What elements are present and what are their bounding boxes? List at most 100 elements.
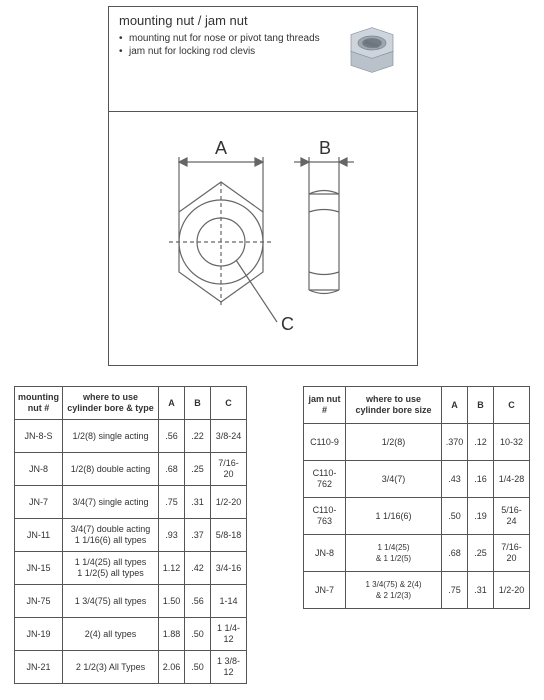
table-cell: JN-15 <box>15 552 63 585</box>
table-cell: .75 <box>442 572 468 609</box>
table-cell: .50 <box>442 498 468 535</box>
t1-h2: A <box>159 387 185 420</box>
table-cell: 1/2-20 <box>211 486 247 519</box>
table-cell: JN-19 <box>15 618 63 651</box>
table-cell: .31 <box>468 572 494 609</box>
table-cell: 2.06 <box>159 651 185 684</box>
table-cell: 1.88 <box>159 618 185 651</box>
table-cell: JN-11 <box>15 519 63 552</box>
table-cell: 1.12 <box>159 552 185 585</box>
table-row: JN-8-S1/2(8) single acting.56.223/8-24 <box>15 420 247 453</box>
table-row: C110-7623/4(7).43.161/4-28 <box>304 461 530 498</box>
table-cell: 1-14 <box>211 585 247 618</box>
table-cell: 1/2(8) double acting <box>63 453 159 486</box>
t1-h1: where to use cylinder bore & type <box>63 387 159 420</box>
table-cell: JN-7 <box>304 572 346 609</box>
table-cell: .43 <box>442 461 468 498</box>
table-cell: JN-21 <box>15 651 63 684</box>
diagram-box: A B C <box>108 112 418 366</box>
table-cell: .93 <box>159 519 185 552</box>
table-cell: 1.50 <box>159 585 185 618</box>
t1-h0: mounting nut # <box>15 387 63 420</box>
table-cell: 1 1/16(6) <box>346 498 442 535</box>
t2-h4: C <box>494 387 530 424</box>
table-cell: 1/4-28 <box>494 461 530 498</box>
table-cell: 3/4-16 <box>211 552 247 585</box>
table-cell: 1 1/4-12 <box>211 618 247 651</box>
table-cell: JN-8 <box>304 535 346 572</box>
t2-h3: B <box>468 387 494 424</box>
table-cell: C110-9 <box>304 424 346 461</box>
table-row: JN-212 1/2(3) All Types2.06.501 3/8-12 <box>15 651 247 684</box>
table-cell: JN-75 <box>15 585 63 618</box>
table-cell: .68 <box>159 453 185 486</box>
table-cell: 5/8-18 <box>211 519 247 552</box>
table-cell: 5/16-24 <box>494 498 530 535</box>
jam-nut-table: jam nut # where to use cylinder bore siz… <box>303 386 530 609</box>
table-cell: .50 <box>185 618 211 651</box>
table-cell: .31 <box>185 486 211 519</box>
bullet-1: mounting nut for nose or pivot tang thre… <box>129 32 320 45</box>
t2-h0: jam nut # <box>304 387 346 424</box>
table-cell: 1/2-20 <box>494 572 530 609</box>
nut-photo <box>337 15 407 85</box>
table-row: C110-7631 1/16(6).50.195/16-24 <box>304 498 530 535</box>
tables-container: mounting nut # where to use cylinder bor… <box>14 386 530 684</box>
table-cell: .68 <box>442 535 468 572</box>
table-cell: 3/4(7) double acting1 1/16(6) all types <box>63 519 159 552</box>
header-box: mounting nut / jam nut •mounting nut for… <box>108 6 418 112</box>
label-a: A <box>215 138 227 158</box>
table-cell: 1 1/4(25) all types1 1/2(5) all types <box>63 552 159 585</box>
t2-h1: where to use cylinder bore size <box>346 387 442 424</box>
table-cell: .22 <box>185 420 211 453</box>
table-cell: .25 <box>185 453 211 486</box>
table-row: JN-113/4(7) double acting1 1/16(6) all t… <box>15 519 247 552</box>
table-cell: 1 3/4(75) & 2(4)& 2 1/2(3) <box>346 572 442 609</box>
table-cell: 7/16-20 <box>494 535 530 572</box>
table-cell: .56 <box>159 420 185 453</box>
table-cell: 10-32 <box>494 424 530 461</box>
label-c: C <box>281 314 294 334</box>
mounting-nut-table: mounting nut # where to use cylinder bor… <box>14 386 247 684</box>
table-row: JN-71 3/4(75) & 2(4)& 2 1/2(3).75.311/2-… <box>304 572 530 609</box>
t1-h4: C <box>211 387 247 420</box>
table-cell: 7/16-20 <box>211 453 247 486</box>
table-row: JN-751 3/4(75) all types1.50.561-14 <box>15 585 247 618</box>
table-cell: .75 <box>159 486 185 519</box>
table-cell: .37 <box>185 519 211 552</box>
table-cell: C110-762 <box>304 461 346 498</box>
dimension-diagram: A B C <box>109 112 419 366</box>
table-cell: 3/8-24 <box>211 420 247 453</box>
table-row: JN-73/4(7) single acting.75.311/2-20 <box>15 486 247 519</box>
table-cell: .16 <box>468 461 494 498</box>
table-cell: .370 <box>442 424 468 461</box>
label-b: B <box>319 138 331 158</box>
table-cell: .25 <box>468 535 494 572</box>
table-cell: C110-763 <box>304 498 346 535</box>
table-row: JN-192(4) all types1.88.501 1/4-12 <box>15 618 247 651</box>
table-row: C110-91/2(8).370.1210-32 <box>304 424 530 461</box>
table-cell: .50 <box>185 651 211 684</box>
table-cell: 1/2(8) <box>346 424 442 461</box>
t2-h2: A <box>442 387 468 424</box>
table-cell: 3/4(7) <box>346 461 442 498</box>
table-row: JN-81 1/4(25)& 1 1/2(5).68.257/16-20 <box>304 535 530 572</box>
table-cell: JN-8 <box>15 453 63 486</box>
bullet-2: jam nut for locking rod clevis <box>129 45 255 58</box>
table-cell: JN-8-S <box>15 420 63 453</box>
table-cell: 1 3/4(75) all types <box>63 585 159 618</box>
table-cell: 2(4) all types <box>63 618 159 651</box>
table-row: JN-81/2(8) double acting.68.257/16-20 <box>15 453 247 486</box>
table-cell: 1/2(8) single acting <box>63 420 159 453</box>
table-row: JN-151 1/4(25) all types1 1/2(5) all typ… <box>15 552 247 585</box>
table-cell: .56 <box>185 585 211 618</box>
table-cell: .12 <box>468 424 494 461</box>
table-cell: 2 1/2(3) All Types <box>63 651 159 684</box>
table-cell: JN-7 <box>15 486 63 519</box>
t1-h3: B <box>185 387 211 420</box>
table-cell: .19 <box>468 498 494 535</box>
table-cell: 3/4(7) single acting <box>63 486 159 519</box>
table-cell: .42 <box>185 552 211 585</box>
table-cell: 1 3/8-12 <box>211 651 247 684</box>
table-cell: 1 1/4(25)& 1 1/2(5) <box>346 535 442 572</box>
